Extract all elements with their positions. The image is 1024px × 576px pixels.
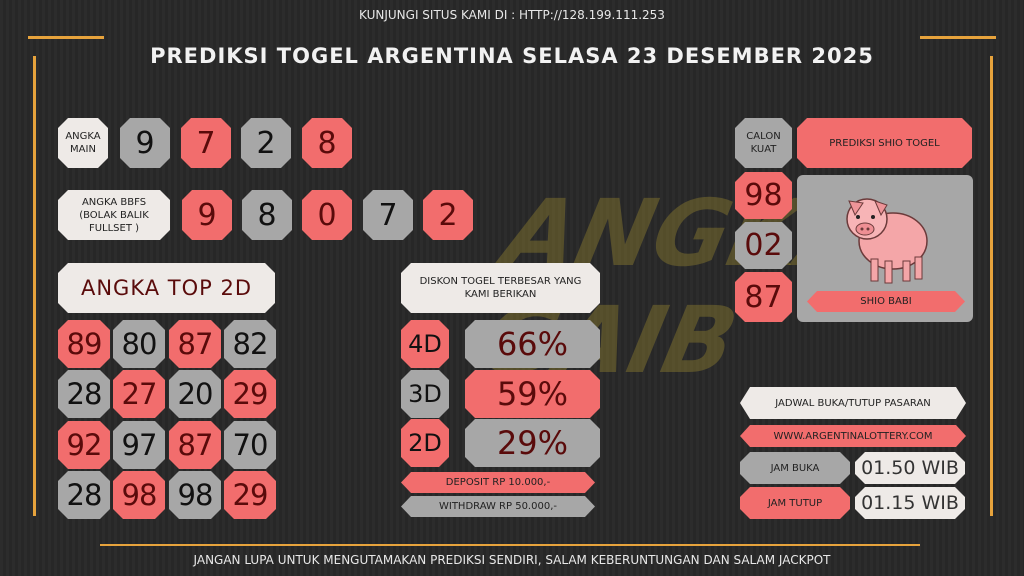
frame-line — [100, 544, 920, 546]
diskon-value-3d: 59% — [465, 370, 600, 418]
frame-line — [33, 56, 36, 516]
withdraw-label: WITHDRAW RP 50.000,- — [401, 496, 595, 517]
website-link[interactable]: WWW.ARGENTINALOTTERY.COM — [740, 425, 966, 447]
visit-text: KUNJUNGI SITUS KAMI DI : HTTP://128.199.… — [359, 8, 665, 22]
diskon-value-2d: 29% — [465, 419, 600, 467]
top2d-cell: 29 — [224, 471, 276, 519]
top2d-cell: 98 — [169, 471, 221, 519]
top2d-cell: 89 — [58, 320, 110, 368]
shio-label: PREDIKSI SHIO TOGEL — [797, 118, 972, 168]
diskon-value-4d: 66% — [465, 320, 600, 368]
angka-main-digit: 7 — [181, 118, 231, 168]
top2d-cell: 87 — [169, 320, 221, 368]
top2d-cell: 82 — [224, 320, 276, 368]
page-title: PREDIKSI TOGEL ARGENTINA SELASA 23 DESEM… — [150, 44, 874, 68]
top2d-cell: 28 — [58, 471, 110, 519]
top2d-cell: 27 — [113, 370, 165, 418]
shio-panel: SHIO BABI — [797, 175, 973, 322]
footer-text: JANGAN LUPA UNTUK MENGUTAMAKAN PREDIKSI … — [193, 553, 831, 567]
bbfs-digit: 8 — [242, 190, 292, 240]
calon-kuat-label: CALON KUAT — [735, 118, 792, 168]
diskon-label: DISKON TOGEL TERBESAR YANG KAMI BERIKAN — [401, 263, 600, 313]
frame-line — [28, 36, 104, 39]
frame-line — [920, 36, 996, 39]
bbfs-digit: 9 — [182, 190, 232, 240]
jam-buka-label: JAM BUKA — [740, 452, 850, 484]
calon-kuat-number: 02 — [735, 222, 792, 269]
calon-kuat-number: 98 — [735, 172, 792, 219]
bbfs-digit: 2 — [423, 190, 473, 240]
shio-name: SHIO BABI — [807, 291, 965, 312]
jadwal-label: JADWAL BUKA/TUTUP PASARAN — [740, 387, 966, 419]
frame-line — [990, 56, 993, 516]
top2d-cell: 70 — [224, 421, 276, 469]
top2d-cell: 80 — [113, 320, 165, 368]
top2d-cell: 92 — [58, 421, 110, 469]
deposit-label: DEPOSIT RP 10.000,- — [401, 472, 595, 493]
jam-tutup-value: 01.15 WIB — [855, 487, 965, 519]
bbfs-digit: 0 — [302, 190, 352, 240]
angka-main-digit: 8 — [302, 118, 352, 168]
bbfs-digit: 7 — [363, 190, 413, 240]
top2d-cell: 20 — [169, 370, 221, 418]
top2d-cell: 29 — [224, 370, 276, 418]
top2d-cell: 28 — [58, 370, 110, 418]
pig-icon — [846, 198, 928, 284]
bbfs-label: ANGKA BBFS (BOLAK BALIK FULLSET ) — [58, 190, 170, 240]
top2d-cell: 98 — [113, 471, 165, 519]
angka-main-label: ANGKA MAIN — [58, 118, 108, 168]
diskon-type-2d: 2D — [401, 419, 449, 467]
angka-main-digit: 9 — [120, 118, 170, 168]
angka-main-digit: 2 — [241, 118, 291, 168]
top2d-cell: 97 — [113, 421, 165, 469]
calon-kuat-number: 87 — [735, 272, 792, 322]
diskon-type-3d: 3D — [401, 370, 449, 418]
top2d-cell: 87 — [169, 421, 221, 469]
diskon-type-4d: 4D — [401, 320, 449, 368]
jam-tutup-label: JAM TUTUP — [740, 487, 850, 519]
top2d-label: ANGKA TOP 2D — [58, 263, 275, 313]
jam-buka-value: 01.50 WIB — [855, 452, 965, 484]
